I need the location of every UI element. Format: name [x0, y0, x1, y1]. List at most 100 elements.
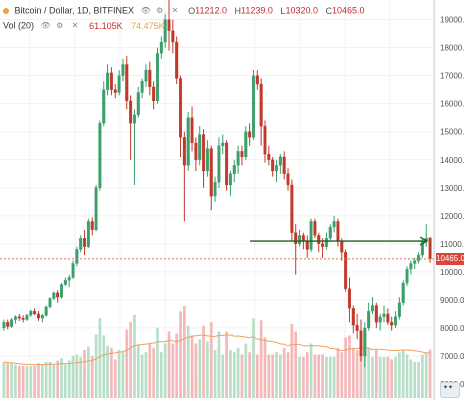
- candle[interactable]: [213, 176, 217, 202]
- candle[interactable]: [386, 308, 390, 326]
- candle[interactable]: [267, 145, 271, 166]
- candle[interactable]: [167, 0, 171, 51]
- candle[interactable]: [155, 47, 159, 104]
- candle[interactable]: [71, 260, 75, 279]
- candle[interactable]: [6, 319, 10, 330]
- candle[interactable]: [328, 224, 332, 242]
- candle[interactable]: [175, 36, 179, 85]
- candle[interactable]: [278, 154, 282, 174]
- candle[interactable]: [29, 309, 33, 317]
- candle[interactable]: [194, 137, 198, 171]
- candle[interactable]: [428, 237, 432, 263]
- candle[interactable]: [409, 260, 413, 275]
- candle[interactable]: [344, 249, 348, 292]
- candle[interactable]: [370, 297, 374, 314]
- candle[interactable]: [63, 277, 67, 286]
- candle[interactable]: [56, 290, 60, 303]
- candle[interactable]: [221, 134, 225, 155]
- candle[interactable]: [36, 311, 40, 321]
- candle[interactable]: [202, 128, 206, 188]
- candle[interactable]: [255, 70, 259, 90]
- candle[interactable]: [152, 81, 156, 110]
- candle[interactable]: [60, 283, 64, 299]
- candle[interactable]: [106, 64, 110, 96]
- candle[interactable]: [163, 14, 167, 48]
- candle[interactable]: [305, 235, 309, 258]
- close-icon[interactable]: ✕: [71, 21, 79, 31]
- candle[interactable]: [374, 302, 378, 328]
- candle[interactable]: [232, 159, 236, 183]
- candle[interactable]: [259, 78, 263, 146]
- candle[interactable]: [240, 145, 244, 166]
- candle[interactable]: [378, 313, 382, 331]
- eye-icon[interactable]: 👁: [140, 6, 151, 16]
- candle[interactable]: [251, 70, 255, 141]
- candle[interactable]: [290, 179, 294, 242]
- candle[interactable]: [263, 120, 267, 163]
- candle[interactable]: [225, 140, 229, 191]
- candle[interactable]: [13, 315, 17, 324]
- candle[interactable]: [351, 305, 355, 334]
- candle[interactable]: [17, 313, 21, 321]
- candle[interactable]: [336, 218, 340, 247]
- candle[interactable]: [309, 218, 313, 253]
- candle[interactable]: [83, 229, 87, 256]
- candle[interactable]: [40, 313, 44, 323]
- candle[interactable]: [94, 184, 98, 232]
- candle[interactable]: [109, 67, 113, 96]
- candle[interactable]: [140, 78, 144, 99]
- candle[interactable]: [317, 232, 321, 253]
- candle[interactable]: [298, 229, 302, 247]
- candle[interactable]: [159, 36, 163, 59]
- candle[interactable]: [25, 313, 29, 321]
- horizontal-level-line[interactable]: [250, 236, 429, 246]
- candle[interactable]: [10, 318, 14, 328]
- candle[interactable]: [21, 315, 25, 323]
- candle[interactable]: [282, 151, 286, 180]
- candle[interactable]: [236, 145, 240, 174]
- candle[interactable]: [394, 311, 398, 328]
- candle[interactable]: [294, 224, 298, 275]
- candle[interactable]: [90, 217, 94, 236]
- candle[interactable]: [125, 56, 129, 110]
- candle[interactable]: [48, 297, 52, 309]
- candle[interactable]: [67, 274, 71, 288]
- candle[interactable]: [363, 322, 367, 368]
- candle[interactable]: [367, 302, 371, 331]
- candle[interactable]: [228, 170, 232, 197]
- candle[interactable]: [424, 224, 428, 247]
- candle[interactable]: [144, 64, 148, 87]
- candle[interactable]: [98, 120, 102, 191]
- candle[interactable]: [209, 145, 213, 211]
- candle[interactable]: [75, 246, 79, 267]
- candle[interactable]: [271, 156, 275, 177]
- close-icon[interactable]: ✕: [171, 6, 179, 16]
- candle[interactable]: [205, 140, 209, 177]
- candle[interactable]: [413, 257, 417, 270]
- candle[interactable]: [171, 19, 175, 54]
- candle[interactable]: [79, 235, 83, 253]
- candle[interactable]: [417, 252, 421, 264]
- candle[interactable]: [244, 126, 248, 160]
- candle[interactable]: [136, 86, 140, 118]
- candle[interactable]: [86, 218, 90, 249]
- gear-icon[interactable]: ⚙: [156, 6, 164, 16]
- candle[interactable]: [2, 319, 6, 331]
- candle[interactable]: [359, 319, 363, 362]
- candle[interactable]: [117, 70, 121, 96]
- candle[interactable]: [248, 123, 252, 146]
- candle[interactable]: [148, 61, 152, 96]
- candle[interactable]: [179, 75, 183, 157]
- candle[interactable]: [332, 215, 336, 233]
- candle[interactable]: [102, 81, 106, 127]
- candle[interactable]: [113, 84, 117, 99]
- candle[interactable]: [129, 95, 133, 160]
- candle[interactable]: [275, 159, 279, 183]
- candle[interactable]: [121, 58, 125, 82]
- candle[interactable]: [186, 112, 190, 171]
- candle[interactable]: [198, 126, 202, 166]
- candle[interactable]: [355, 313, 359, 340]
- candle[interactable]: [132, 109, 136, 185]
